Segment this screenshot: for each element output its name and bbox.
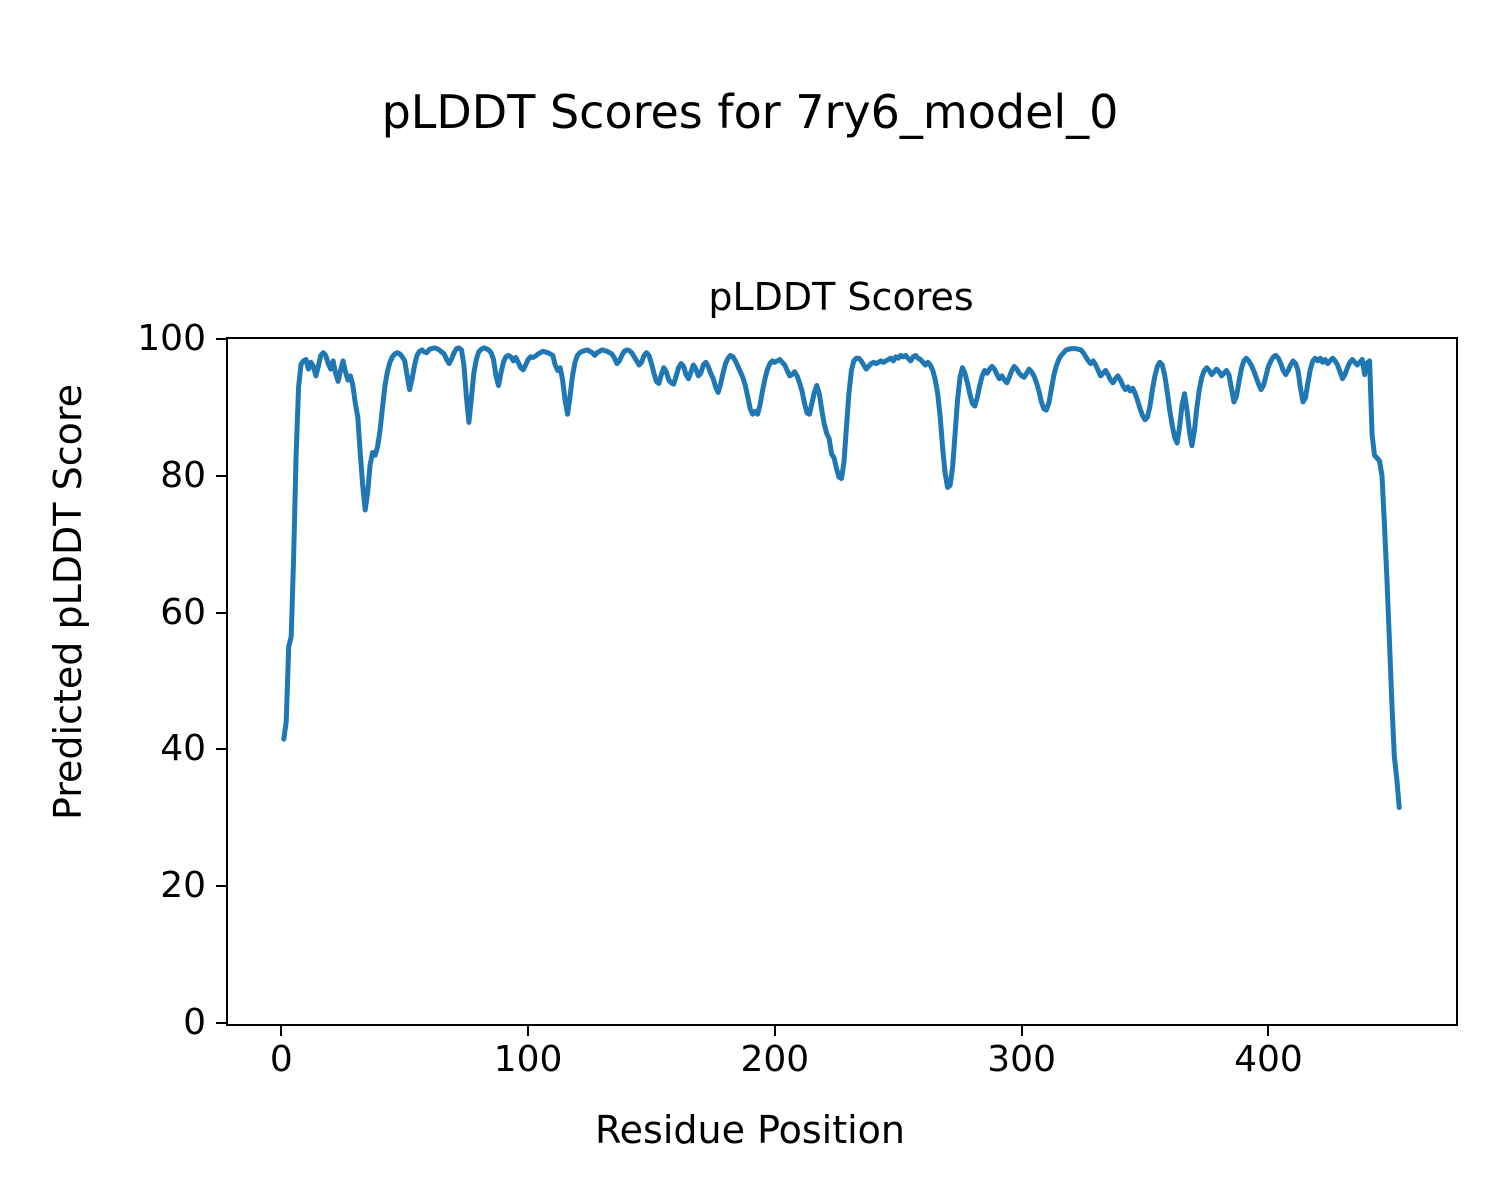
y-tick	[215, 1022, 226, 1024]
y-tick-label: 20	[160, 865, 206, 907]
x-tick-label: 0	[269, 1039, 293, 1080]
y-axis-label: Predicted pLDDT Score	[46, 384, 90, 820]
x-tick-label: 100	[493, 1039, 563, 1080]
y-tick-label: 0	[183, 1002, 206, 1043]
figure-title: pLDDT Scores for 7ry6_model_0	[381, 85, 1119, 139]
x-tick	[773, 1025, 776, 1036]
y-tick-label: 60	[160, 591, 206, 633]
y-tick	[215, 338, 226, 340]
plddt-line-series	[280, 344, 1402, 810]
x-tick	[1020, 1025, 1023, 1036]
x-tick	[527, 1025, 530, 1036]
axes-title: pLDDT Scores	[708, 275, 974, 319]
x-tick	[280, 1025, 283, 1036]
y-tick	[215, 474, 226, 477]
y-tick-label: 80	[160, 454, 206, 496]
x-tick-label: 200	[740, 1039, 810, 1080]
x-axis-label: Residue Position	[594, 1108, 906, 1152]
axes-frame	[225, 336, 1458, 1026]
y-tick-label: 100	[137, 318, 206, 359]
y-tick-label: 40	[160, 728, 206, 770]
x-tick-label: 400	[1234, 1039, 1303, 1080]
x-tick	[1267, 1025, 1270, 1036]
x-tick-label: 300	[987, 1039, 1056, 1080]
y-tick	[215, 611, 226, 614]
plot-area	[280, 344, 1402, 810]
y-tick	[215, 885, 226, 888]
y-tick	[215, 748, 226, 751]
